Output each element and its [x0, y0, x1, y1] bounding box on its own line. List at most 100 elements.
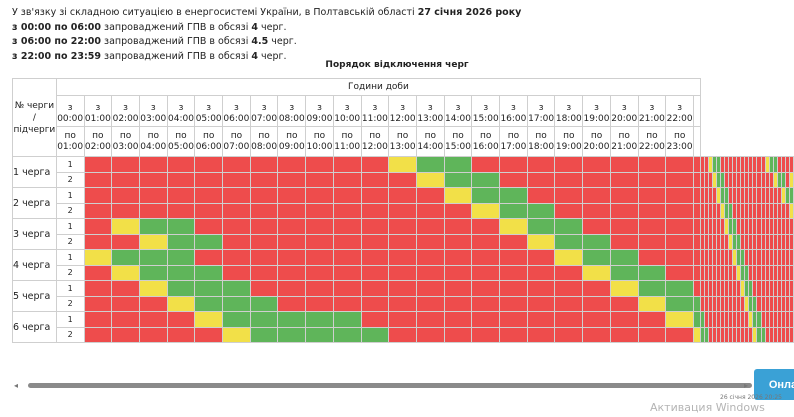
schedule-cell: [388, 264, 417, 281]
schedule-cell: [609, 295, 639, 312]
schedule-cell: [305, 187, 334, 204]
from-prefix: з: [621, 103, 627, 113]
table-row: 1 черга 1: [12, 156, 794, 188]
schedule-cell: [554, 233, 584, 250]
schedule-cell: [609, 187, 639, 204]
hour-from-5: з 05:00: [194, 95, 224, 127]
schedule-cell: [471, 202, 501, 219]
queue-column-header: № черги / підчерги: [12, 78, 57, 157]
schedule-cell: [166, 249, 196, 266]
hour-to-12: по 13:00: [388, 126, 417, 157]
schedule-cell: [83, 295, 113, 312]
subqueue-label: 2: [55, 295, 85, 312]
schedule-cell: [332, 264, 362, 281]
schedule-cell: [443, 233, 473, 250]
hour-from-1: з 01:00: [83, 95, 113, 127]
schedule-cell: [499, 280, 528, 297]
schedule-cell: [443, 326, 473, 343]
notice-line-2: з 00:00 по 06:00 запроваджений ГПВ в обс…: [12, 21, 287, 33]
schedule-cell: [305, 202, 334, 219]
schedule-cell: [83, 218, 113, 235]
schedule-cell: [665, 218, 694, 235]
schedule-cell: [305, 280, 334, 297]
schedule-cell: [138, 187, 168, 204]
notice-line-4: з 22:00 по 23:59 запроваджений ГПВ в обс…: [12, 50, 287, 62]
schedule-cell: [665, 249, 694, 266]
schedule-cell: [194, 233, 224, 250]
schedule-cell: [249, 311, 279, 328]
schedule-cell: [277, 202, 307, 219]
schedule-cell: [166, 218, 196, 235]
schedule-cell: [692, 326, 702, 343]
scroll-left-icon[interactable]: ◂: [14, 381, 19, 390]
schedule-cell: [471, 264, 501, 281]
horizontal-scrollbar[interactable]: ◂ ▸: [14, 380, 752, 391]
to-prefix: по: [341, 130, 353, 141]
from-time: 05:00: [195, 114, 222, 124]
schedule-cell: [83, 326, 113, 343]
schedule-cell: [788, 187, 794, 204]
schedule-cell: [83, 311, 113, 328]
hour-to-14: по 15:00: [443, 126, 473, 157]
to-prefix: по: [369, 130, 381, 141]
schedule-cell: [166, 187, 196, 204]
schedule-cell: [637, 233, 667, 250]
hour-from-6: з 06:00: [222, 95, 251, 127]
hour-to-18: по 19:00: [554, 126, 584, 157]
schedule-cell: [471, 218, 501, 235]
schedule-cell: [415, 311, 445, 328]
scrollbar-thumb[interactable]: [28, 383, 752, 388]
schedule-cell: [637, 264, 667, 281]
from-time: 07:00: [251, 114, 278, 124]
to-prefix: по: [480, 130, 492, 141]
schedule-cell: [332, 311, 362, 328]
hour-to-overflow: [692, 126, 702, 157]
schedule-cell: [637, 156, 667, 173]
outage-schedule-table: № черги / підчерги Години доби з 00:00 з 01…: [12, 78, 794, 343]
schedule-cell: [526, 280, 556, 297]
schedule-title: Порядок відключення черг: [325, 60, 469, 70]
schedule-cell: [665, 171, 694, 188]
schedule-cell: [194, 249, 224, 266]
hour-from-12: з 12:00: [388, 95, 417, 127]
schedule-cell: [166, 295, 196, 312]
schedule-cell: [332, 233, 362, 250]
schedule-cell: [222, 311, 251, 328]
schedule-cell: [388, 187, 417, 204]
from-time: 09:00: [306, 114, 333, 124]
schedule-cell: [166, 311, 196, 328]
schedule-cell: [788, 280, 794, 297]
from-prefix: з: [317, 103, 322, 113]
to-time: 07:00: [223, 141, 250, 152]
schedule-cell: [499, 233, 528, 250]
schedule-cell: [526, 218, 556, 235]
schedule-cell: [609, 311, 639, 328]
schedule-cell: [388, 311, 417, 328]
from-prefix: з: [123, 103, 128, 113]
to-prefix: по: [673, 130, 686, 141]
schedule-cell: [692, 249, 702, 266]
schedule-cell: [788, 156, 794, 173]
schedule-cell: [388, 202, 417, 219]
from-prefix: з: [677, 103, 683, 113]
scroll-right-icon[interactable]: ▸: [743, 381, 748, 390]
schedule-cell: [332, 171, 362, 188]
hour-from-21: з 21:00: [637, 95, 667, 127]
schedule-cell: [111, 249, 140, 266]
schedule-cell: [277, 187, 307, 204]
hour-to-6: по 07:00: [222, 126, 251, 157]
online-button[interactable]: Онла: [754, 369, 794, 400]
from-time: 15:00: [472, 114, 499, 124]
schedule-cell: [415, 233, 445, 250]
to-prefix: по: [507, 130, 520, 141]
schedule-cell: [222, 249, 251, 266]
to-time: 17:00: [500, 141, 527, 152]
schedule-cell: [360, 311, 390, 328]
from-time: 12:00: [389, 114, 416, 124]
schedule-cell: [415, 295, 445, 312]
from-time: 20:00: [611, 114, 638, 124]
subqueue-label: 2: [55, 233, 85, 250]
to-time: 23:00: [666, 141, 693, 152]
from-time: 21:00: [638, 114, 665, 124]
schedule-cell: [194, 311, 224, 328]
